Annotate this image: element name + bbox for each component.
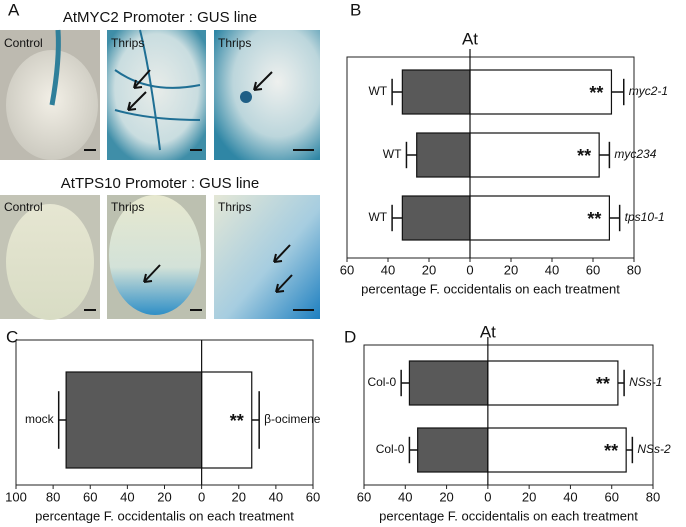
row-label: β-ocimene — [264, 412, 321, 426]
plot-frame — [346, 56, 635, 259]
panel-label: A — [8, 0, 20, 19]
error-bar — [617, 369, 625, 397]
panel-label: D — [344, 327, 356, 346]
error-bar — [400, 369, 410, 397]
x-tick-label: 80 — [646, 489, 660, 504]
error-bar — [611, 78, 625, 106]
bar — [487, 427, 627, 473]
row-label: NSs-2 — [637, 442, 671, 456]
leaf — [6, 204, 94, 320]
x-tick-label: 40 — [120, 489, 134, 504]
photo-label: Thrips — [218, 36, 251, 50]
x-tick-label: 60 — [357, 489, 371, 504]
bar — [417, 427, 489, 473]
x-tick-label: 60 — [306, 489, 320, 504]
panel-label: B — [350, 0, 361, 19]
x-axis-label: percentage F. occidentalis on each treat… — [361, 281, 620, 296]
x-tick-label: 40 — [398, 489, 412, 504]
bar — [65, 371, 203, 469]
chart-title: At — [462, 29, 478, 48]
x-tick-label: 20 — [522, 489, 536, 504]
bar — [469, 195, 610, 241]
x-tick-label: 100 — [5, 489, 27, 504]
photo-row-title: AtMYC2 Promoter : GUS line — [63, 9, 257, 26]
x-tick-label: 40 — [563, 489, 577, 504]
x-tick-label: 80 — [627, 262, 641, 277]
x-tick-label: 20 — [422, 262, 436, 277]
photo-label: Thrips — [218, 200, 251, 214]
x-tick-label: 60 — [586, 262, 600, 277]
x-tick-label: 0 — [484, 489, 491, 504]
x-tick-label: 20 — [504, 262, 518, 277]
x-tick-label: 80 — [46, 489, 60, 504]
x-axis-label: percentage F. occidentalis on each treat… — [379, 508, 638, 523]
significance: ** — [587, 209, 601, 229]
photo-row-title: AtTPS10 Promoter : GUS line — [61, 175, 259, 192]
vein — [49, 29, 61, 106]
x-tick-label: 40 — [381, 262, 395, 277]
bar — [416, 132, 471, 178]
row-label: NSs-1 — [629, 375, 662, 389]
significance: ** — [604, 441, 618, 461]
error-bar — [609, 204, 621, 232]
x-tick-label: 0 — [198, 489, 205, 504]
row-label: mock — [25, 412, 55, 426]
x-tick-label: 40 — [269, 489, 283, 504]
significance: ** — [589, 83, 603, 103]
error-bar — [391, 78, 403, 106]
photo-label: Control — [4, 200, 43, 214]
error-bar — [405, 141, 417, 169]
x-tick-label: 60 — [83, 489, 97, 504]
chart-title: At — [480, 322, 496, 341]
x-tick-label: 20 — [157, 489, 171, 504]
bar — [469, 132, 600, 178]
row-label: Col-0 — [376, 442, 405, 456]
x-tick-label: 60 — [604, 489, 618, 504]
bar — [401, 195, 471, 241]
photo-label: Thrips — [111, 36, 144, 50]
bar — [408, 360, 489, 406]
row-label: WT — [383, 147, 402, 161]
panel-label: C — [6, 327, 18, 346]
significance: ** — [577, 146, 591, 166]
x-tick-label: 20 — [232, 489, 246, 504]
error-bar — [599, 141, 611, 169]
leaf — [109, 195, 201, 315]
error-bar — [57, 391, 67, 449]
photo — [214, 30, 320, 160]
row-label: tps10-1 — [625, 210, 665, 224]
row-label: WT — [368, 84, 387, 98]
error-bar — [391, 204, 403, 232]
row-label: myc2-1 — [629, 84, 668, 98]
photo-label: Control — [4, 36, 43, 50]
significance: ** — [596, 374, 610, 394]
row-label: myc234 — [614, 147, 656, 161]
x-tick-label: 40 — [545, 262, 559, 277]
photo — [214, 195, 320, 319]
x-tick-label: 20 — [439, 489, 453, 504]
bar — [401, 69, 471, 115]
x-axis-label: percentage F. occidentalis on each treat… — [35, 508, 294, 523]
vein — [114, 29, 201, 151]
photo-label: Thrips — [111, 200, 144, 214]
row-label: Col-0 — [367, 375, 396, 389]
x-tick-label: 60 — [340, 262, 354, 277]
error-bar — [251, 391, 260, 449]
error-bar — [626, 436, 634, 464]
photos — [0, 29, 320, 320]
spot — [240, 91, 252, 103]
error-bar — [408, 436, 418, 464]
scale-bars — [84, 149, 314, 311]
bar — [201, 371, 253, 469]
row-label: WT — [368, 210, 387, 224]
photo — [107, 30, 206, 160]
x-tick-label: 0 — [466, 262, 473, 277]
arrows — [127, 69, 293, 293]
significance: ** — [230, 411, 244, 431]
bar — [469, 69, 613, 115]
plot-frame — [363, 344, 654, 486]
